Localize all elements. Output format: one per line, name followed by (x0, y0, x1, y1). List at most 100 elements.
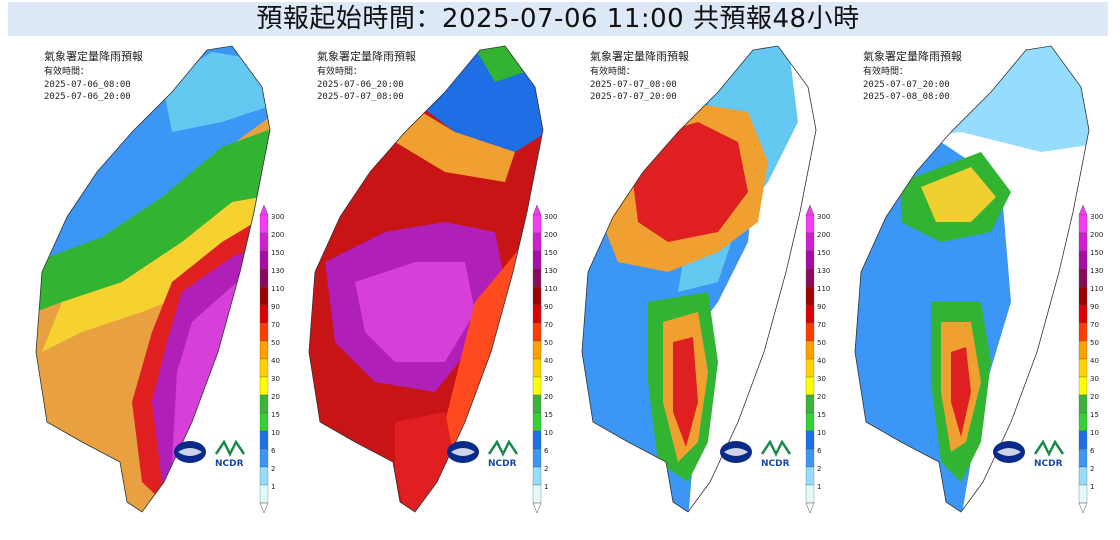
legend-swatch (805, 448, 815, 468)
legend-label: 150 (817, 249, 830, 257)
legend-label: 20 (817, 393, 826, 401)
panel-title: 氣象署定量降雨預報 (44, 50, 143, 63)
ncdr-text: NCDR (215, 459, 244, 469)
legend-swatch (532, 304, 542, 324)
legend-swatch (259, 430, 269, 450)
legend-swatch (532, 268, 542, 288)
rainfall-map-1 (35, 45, 271, 513)
panel-title: 氣象署定量降雨預報 (590, 50, 689, 63)
legend-label: 2 (544, 465, 548, 473)
legend-label: 50 (271, 339, 280, 347)
legend-label: 90 (1090, 303, 1099, 311)
legend-swatch (532, 340, 542, 360)
legend-label: 40 (544, 357, 553, 365)
legend-arrow-top (259, 205, 269, 216)
legend-label: 2 (817, 465, 821, 473)
legend-label: 130 (544, 267, 557, 275)
legend-swatch (805, 394, 815, 414)
ncdr-text: NCDR (1034, 459, 1063, 469)
legend-label: 150 (544, 249, 557, 257)
legend-label: 20 (271, 393, 280, 401)
ncdr-logo-icon: NCDR (1033, 439, 1065, 469)
valid-end: 2025-07-07_08:00 (317, 92, 404, 102)
legend-swatch (259, 466, 269, 486)
legend-label: 200 (544, 231, 557, 239)
legend-label: 300 (544, 213, 557, 221)
legend-label: 6 (271, 447, 276, 455)
legend-swatch (259, 340, 269, 360)
legend-label: 110 (817, 285, 830, 293)
legend-label: 40 (1090, 357, 1099, 365)
legend-swatch (805, 322, 815, 342)
legend-swatch (532, 466, 542, 486)
legend-swatch (805, 232, 815, 252)
legend-swatch (1078, 466, 1088, 486)
legend-swatch (532, 412, 542, 432)
legend-label: 90 (817, 303, 826, 311)
legend-label: 30 (271, 375, 280, 383)
legend-swatch (1078, 304, 1088, 324)
legend-swatch (1078, 430, 1088, 450)
valid-time-label: 有效時間： (44, 67, 90, 77)
valid-end: 2025-07-06_20:00 (44, 92, 131, 102)
legend-arrow-top (1078, 205, 1088, 216)
ncdr-text: NCDR (761, 459, 790, 469)
legend-label: 15 (1090, 411, 1099, 419)
legend-arrow-top (532, 205, 542, 216)
legend-swatch (1078, 394, 1088, 414)
legend-label: 50 (817, 339, 826, 347)
legend-swatch (805, 358, 815, 378)
forecast-panel-3: 氣象署定量降雨預報 有效時間： 2025-07-07_08:00 2025-07… (568, 42, 836, 520)
legend-label: 110 (544, 285, 557, 293)
legend-swatch (532, 484, 542, 504)
logo-group-4: NCDR (993, 439, 1065, 469)
legend-swatch (532, 250, 542, 270)
legend-label: 10 (271, 429, 280, 437)
legend-swatch (532, 232, 542, 252)
legend-swatch (805, 250, 815, 270)
ncdr-text: NCDR (488, 459, 517, 469)
legend-label: 10 (1090, 429, 1099, 437)
legend-swatch (532, 430, 542, 450)
legend-arrow-bottom (259, 502, 269, 514)
logo-group-2: NCDR (447, 439, 519, 469)
legend-swatch (805, 286, 815, 306)
ncdr-logo-icon: NCDR (214, 439, 246, 469)
legend-label: 30 (1090, 375, 1099, 383)
legend-label: 110 (271, 285, 284, 293)
legend-label: 30 (544, 375, 553, 383)
legend-label: 130 (1090, 267, 1103, 275)
rainfall-legend-4: 300 200 150 130 110 90 70 50 40 30 20 15 10 6 2 1 (1078, 205, 1103, 514)
legend-label: 40 (271, 357, 280, 365)
valid-start: 2025-07-07_20:00 (863, 80, 950, 90)
legend-arrow-bottom (532, 502, 542, 514)
legend-label: 15 (544, 411, 553, 419)
rainfall-legend-2: 300 200 150 130 110 90 70 50 40 30 20 15 10 6 2 1 (532, 205, 557, 514)
forecast-panel-1: 氣象署定量降雨預報 有效時間： 2025-07-06_08:00 2025-07… (22, 42, 290, 520)
logo-group-3: NCDR (720, 439, 792, 469)
legend-swatch (532, 376, 542, 396)
legend-swatch (1078, 412, 1088, 432)
legend-swatch (805, 376, 815, 396)
legend-label: 1 (1090, 483, 1094, 491)
panel-title: 氣象署定量降雨預報 (863, 50, 962, 63)
legend-label: 2 (1090, 465, 1094, 473)
legend-swatch (805, 484, 815, 504)
legend-label: 70 (817, 321, 826, 329)
legend-label: 70 (271, 321, 280, 329)
legend-label: 110 (1090, 285, 1103, 293)
legend-swatch (1078, 376, 1088, 396)
rainfall-map-3 (581, 45, 817, 513)
legend-label: 20 (1090, 393, 1099, 401)
legend-label: 1 (544, 483, 548, 491)
valid-start: 2025-07-07_08:00 (590, 80, 677, 90)
valid-end: 2025-07-07_20:00 (590, 92, 677, 102)
legend-swatch (532, 286, 542, 306)
legend-label: 2 (271, 465, 275, 473)
forecast-panel-2: 氣象署定量降雨預報 有效時間： 2025-07-06_20:00 2025-07… (295, 42, 563, 520)
legend-label: 130 (271, 267, 284, 275)
legend-arrow-bottom (1078, 502, 1088, 514)
legend-label: 300 (817, 213, 830, 221)
legend-label: 15 (817, 411, 826, 419)
legend-label: 50 (544, 339, 553, 347)
